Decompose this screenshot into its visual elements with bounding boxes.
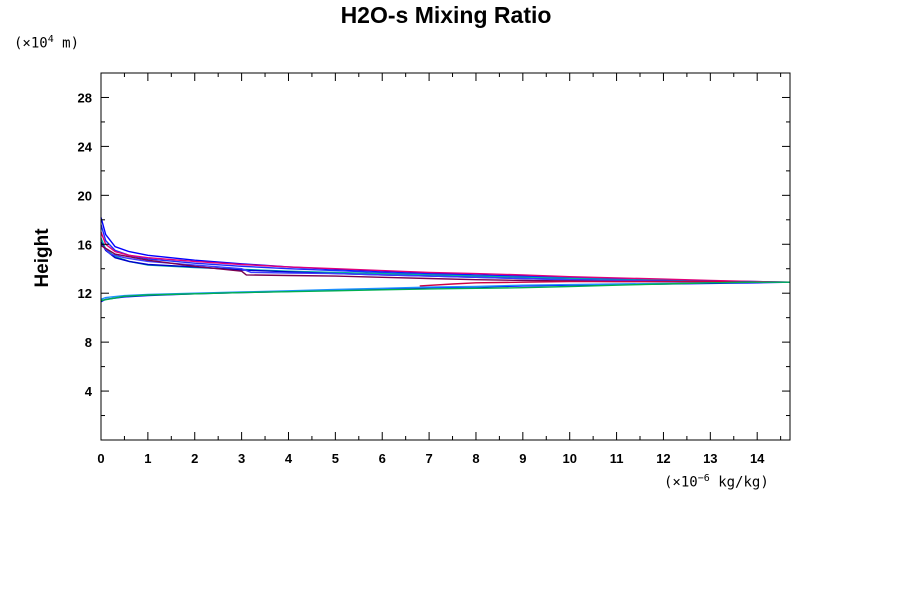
y-tick-label: 28 xyxy=(78,90,92,105)
y-tick-label: 8 xyxy=(85,335,92,350)
x-tick-label: 9 xyxy=(519,451,526,466)
axis-ticks xyxy=(100,73,790,440)
x-tick-label: 2 xyxy=(191,451,198,466)
y-tick-label: 20 xyxy=(78,188,92,203)
x-tick-label: 8 xyxy=(472,451,479,466)
x-tick-label: 12 xyxy=(656,451,670,466)
series-line-3 xyxy=(100,231,791,283)
plot-series xyxy=(100,73,791,440)
series-line-9 xyxy=(100,281,791,303)
y-tick-label: 24 xyxy=(78,139,93,154)
x-axis-unit: (×10−6 kg/kg) xyxy=(664,473,769,491)
x-tick-label: 5 xyxy=(332,451,339,466)
x-tick-label: 0 xyxy=(97,451,104,466)
plot-frame xyxy=(100,72,791,441)
y-tick-label: 12 xyxy=(78,286,92,301)
x-tick-label: 11 xyxy=(610,451,624,466)
x-tick-label: 6 xyxy=(379,451,386,466)
chart-title: H2O-s Mixing Ratio xyxy=(340,2,552,28)
y-axis-unit: (×104 m) xyxy=(14,34,80,52)
x-tick-label: 7 xyxy=(425,451,432,466)
series-line-4 xyxy=(100,237,790,283)
series-line-11 xyxy=(100,281,790,302)
x-tick-label: 3 xyxy=(238,451,245,466)
y-tick-label: 4 xyxy=(85,384,93,399)
x-tick-label: 13 xyxy=(703,451,717,466)
x-tick-label: 14 xyxy=(750,451,765,466)
y-tick-label: 16 xyxy=(78,237,92,252)
x-tick-label: 1 xyxy=(144,451,151,466)
x-tick-label: 10 xyxy=(562,451,576,466)
x-tick-label: 4 xyxy=(285,451,293,466)
